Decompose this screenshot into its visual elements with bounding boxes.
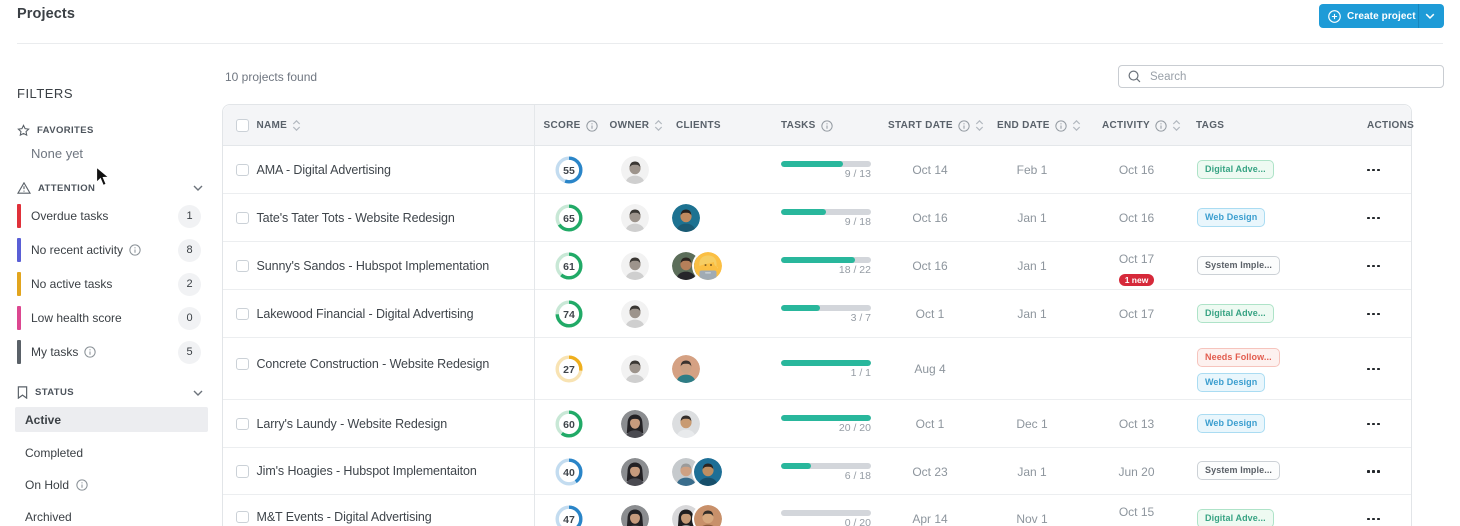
svg-text:60: 60 [563, 419, 575, 431]
svg-text:27: 27 [563, 364, 575, 376]
svg-text:61: 61 [563, 261, 575, 273]
svg-text:74: 74 [563, 309, 575, 321]
svg-text:55: 55 [563, 165, 575, 177]
svg-text:65: 65 [563, 213, 575, 225]
svg-text:40: 40 [563, 467, 575, 479]
svg-text:47: 47 [563, 514, 575, 526]
